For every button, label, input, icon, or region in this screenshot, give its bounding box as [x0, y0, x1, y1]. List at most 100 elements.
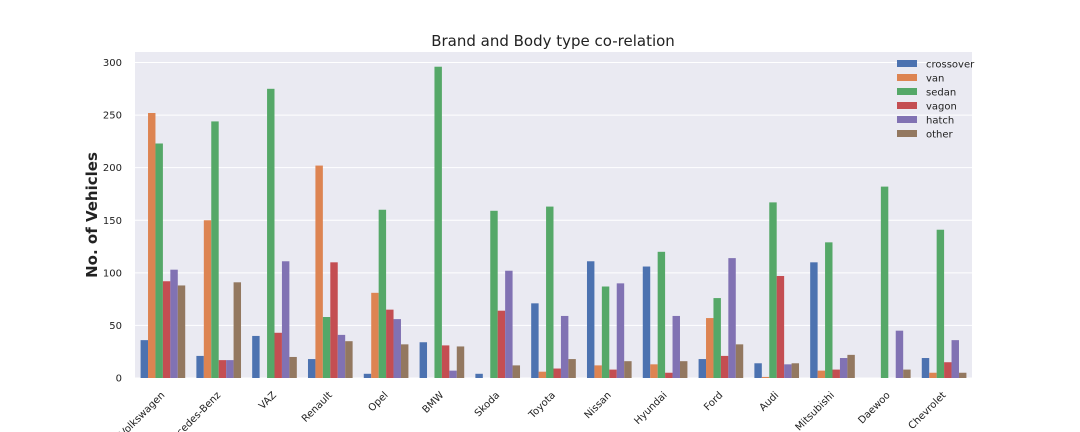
bar-sedan-renault: [322, 317, 331, 378]
bar-crossover-mercedes-benz: [196, 355, 204, 378]
bar-hatch-toyota: [560, 315, 569, 378]
bar-sedan-toyota: [546, 206, 554, 378]
bar-other-vaz: [289, 356, 297, 378]
bar-sedan-volkswagen: [155, 143, 163, 378]
bar-sedan-daewoo: [880, 186, 889, 378]
bar-other-opel: [400, 344, 409, 378]
bar-van-renault: [315, 165, 323, 378]
bar-crossover-mitsubishi: [810, 262, 818, 378]
bar-hatch-chevrolet: [951, 340, 959, 378]
bar-other-chevrolet: [958, 372, 967, 378]
bar-vagon-nissan: [609, 369, 617, 378]
bar-hatch-skoda: [505, 270, 513, 378]
bar-sedan-mitsubishi: [825, 242, 833, 378]
bar-vagon-chevrolet: [944, 362, 952, 378]
legend-label-vagon: vagon: [926, 102, 957, 113]
bar-other-volkswagen: [177, 285, 186, 378]
bar-other-renault: [345, 341, 353, 378]
bar-vagon-mitsubishi: [832, 369, 840, 378]
bar-other-ford: [735, 344, 744, 378]
bar-vagon-opel: [386, 309, 394, 378]
bar-sedan-skoda: [490, 210, 498, 378]
bar-van-volkswagen: [148, 112, 156, 379]
x-tick-label: Daewoo: [856, 390, 892, 426]
bar-van-hyundai: [650, 364, 658, 378]
bar-vagon-toyota: [553, 368, 561, 378]
legend-label-van: van: [926, 74, 944, 85]
bar-van-opel: [371, 292, 379, 378]
legend-label-other: other: [926, 130, 954, 141]
bar-vagon-ford: [720, 355, 729, 378]
bar-hatch-volkswagen: [170, 269, 178, 378]
bar-crossover-skoda: [475, 373, 483, 378]
bar-crossover-vaz: [252, 335, 260, 378]
bar-van-toyota: [538, 371, 547, 378]
x-tick-label: Renault: [300, 390, 335, 425]
bar-other-mitsubishi: [847, 354, 855, 378]
y-tick-label: 300: [103, 58, 122, 69]
bar-crossover-nissan: [586, 261, 595, 378]
bar-sedan-opel: [378, 209, 387, 378]
bar-sedan-nissan: [601, 286, 610, 378]
bar-van-ford: [706, 318, 714, 378]
bar-sedan-chevrolet: [936, 229, 945, 378]
y-tick-label: 150: [103, 216, 122, 227]
bars: [140, 66, 967, 379]
bar-crossover-renault: [307, 359, 316, 378]
y-tick-label: 50: [109, 321, 122, 332]
bar-crossover-opel: [363, 373, 372, 378]
bar-crossover-ford: [698, 359, 707, 378]
bar-sedan-mercedes-benz: [211, 121, 219, 379]
bar-hatch-mercedes-benz: [226, 360, 234, 378]
bar-sedan-bmw: [434, 66, 442, 378]
x-tick-label: Audi: [758, 390, 782, 414]
bar-other-nissan: [624, 361, 632, 378]
bar-hatch-nissan: [616, 283, 625, 378]
bar-vagon-volkswagen: [162, 281, 171, 378]
y-axis-label: No. of Vehicles: [83, 152, 101, 278]
y-tick-label: 250: [103, 111, 122, 122]
legend-swatch-crossover: [897, 60, 917, 67]
bar-hatch-daewoo: [895, 330, 904, 378]
bar-van-audi: [761, 376, 770, 378]
y-tick-label: 100: [103, 268, 122, 279]
bar-crossover-bmw: [419, 342, 428, 378]
bar-crossover-toyota: [531, 303, 539, 378]
x-tick-label: Ford: [702, 390, 725, 413]
bar-sedan-hyundai: [657, 251, 666, 378]
bar-van-nissan: [594, 365, 602, 378]
bar-other-audi: [791, 363, 800, 378]
bar-crossover-hyundai: [642, 266, 651, 378]
bar-hatch-ford: [728, 258, 736, 378]
bar-hatch-bmw: [449, 370, 457, 378]
chart-title: Brand and Body type co-relation: [431, 32, 675, 50]
x-tick-label: Chevrolet: [907, 390, 949, 432]
legend: crossover van sedan vagon hatch other: [897, 60, 975, 141]
bar-other-daewoo: [903, 369, 911, 378]
bar-vagon-skoda: [497, 310, 506, 378]
bar-sedan-audi: [769, 202, 777, 378]
legend-swatch-van: [897, 74, 917, 81]
legend-label-hatch: hatch: [926, 116, 954, 127]
bar-hatch-renault: [337, 334, 346, 378]
bar-crossover-audi: [754, 363, 762, 378]
y-tick-label: 0: [116, 374, 122, 385]
bar-hatch-hyundai: [672, 315, 680, 378]
bar-van-chevrolet: [929, 372, 937, 378]
bar-vagon-hyundai: [665, 372, 673, 378]
bar-sedan-vaz: [267, 88, 275, 378]
x-tick-label: Opel: [366, 390, 390, 414]
bar-crossover-volkswagen: [140, 340, 149, 378]
x-tick-label: VAZ: [257, 390, 279, 412]
y-tick-label: 200: [103, 163, 122, 174]
legend-label-sedan: sedan: [926, 88, 956, 99]
bar-other-mercedes-benz: [233, 282, 242, 378]
bar-vagon-vaz: [274, 332, 282, 378]
bar-hatch-mitsubishi: [839, 358, 848, 378]
bar-vagon-audi: [776, 275, 785, 378]
bar-van-mercedes-benz: [203, 220, 212, 378]
bar-crossover-chevrolet: [921, 358, 930, 378]
legend-swatch-hatch: [897, 116, 917, 123]
bar-other-bmw: [456, 346, 465, 378]
